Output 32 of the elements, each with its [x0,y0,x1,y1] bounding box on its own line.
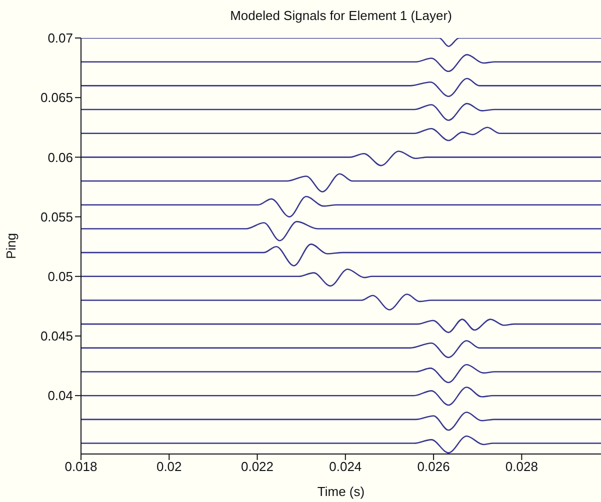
y-tick-label: 0.055 [40,209,73,224]
line-series [81,173,601,192]
line-series [81,268,601,287]
x-tick-label: 0.02 [156,459,182,474]
line-series [81,318,601,334]
chart-title: Modeled Signals for Element 1 (Layer) [229,8,453,23]
line-series [81,294,601,310]
y-tick-label: 0.065 [40,90,73,106]
x-tick-label: 0.018 [64,459,98,474]
x-axis-title: Time (s) [317,484,365,499]
y-tick-label: 0.05 [48,269,73,284]
x-tick-label: 0.028 [505,459,538,474]
line-series [81,126,601,142]
line-series [81,102,601,121]
line-series [81,150,601,166]
y-tick-label: 0.045 [40,328,73,344]
line-series [81,196,601,218]
y-axis-title: Ping [4,232,19,260]
line-series [81,54,601,72]
x-tick-label: 0.026 [417,459,450,474]
line-series [81,220,601,242]
line-series [81,244,601,266]
line-series [81,386,601,406]
line-series [81,412,601,431]
x-tick-label: 0.024 [329,459,362,474]
y-tick-label: 0.07 [48,30,73,46]
line-series [81,340,601,358]
y-tick-label: 0.06 [48,150,73,165]
line-series [81,78,601,98]
y-tick-label: 0.04 [48,388,73,404]
x-tick-label: 0.022 [241,459,274,474]
line-series [81,364,601,384]
